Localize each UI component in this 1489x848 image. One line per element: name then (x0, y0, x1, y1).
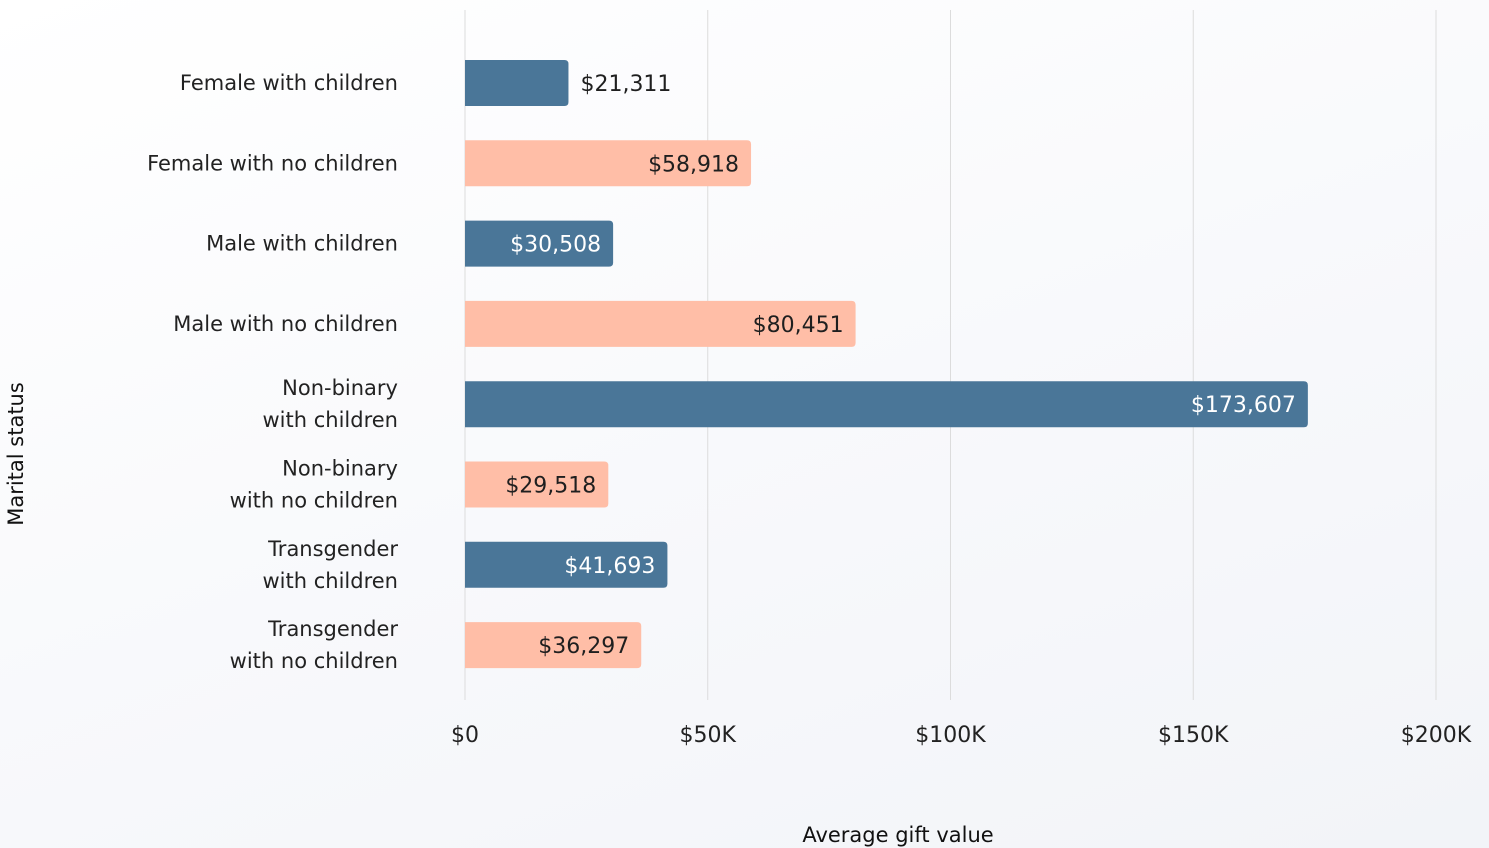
x-tick-label: $100K (915, 723, 986, 748)
bar (465, 140, 752, 187)
category-labels: Female with children Female with no child… (147, 71, 398, 673)
category-label: Non-binary (282, 457, 398, 481)
bar (465, 461, 609, 508)
x-tick-label: $150K (1158, 723, 1229, 748)
bars: $21,311 $58,918 $30,508 $80,451 $173,607 $29,… (465, 60, 1308, 669)
category-label: Female with no children (147, 151, 398, 175)
data-label: $21,311 (580, 72, 671, 97)
category-label: Non-binary (282, 376, 398, 400)
category-label: with children (263, 569, 399, 593)
category-label: Male with children (206, 232, 398, 256)
category-label: with no children (230, 489, 398, 513)
bar (465, 622, 642, 669)
x-axis-title: Average gift value (802, 823, 993, 847)
bar (465, 381, 1308, 428)
bar (465, 220, 614, 267)
x-tick-label: $50K (680, 723, 737, 748)
bar (465, 300, 856, 347)
category-label: Transgender (267, 617, 398, 641)
x-tick-label: $200K (1401, 723, 1472, 748)
data-label: $29,518 (505, 474, 596, 499)
data-label: $36,297 (538, 634, 629, 659)
data-label: $41,693 (564, 554, 655, 579)
bar (465, 541, 668, 588)
category-label: with no children (230, 649, 398, 673)
category-label: Transgender (267, 537, 398, 561)
category-label: Male with no children (173, 312, 398, 336)
data-label: $80,451 (753, 313, 844, 338)
data-label: $30,508 (510, 233, 601, 258)
category-label: Female with children (180, 71, 398, 95)
bar (465, 60, 569, 106)
y-axis-title: Marital status (4, 382, 28, 526)
data-label: $58,918 (648, 152, 739, 177)
x-tick-label: $0 (451, 723, 479, 748)
gridlines (464, 10, 1437, 700)
data-label: $173,607 (1191, 393, 1296, 418)
x-tick-labels: $0 $50K $100K $150K $200K (451, 723, 1472, 748)
category-label: with children (263, 408, 399, 432)
